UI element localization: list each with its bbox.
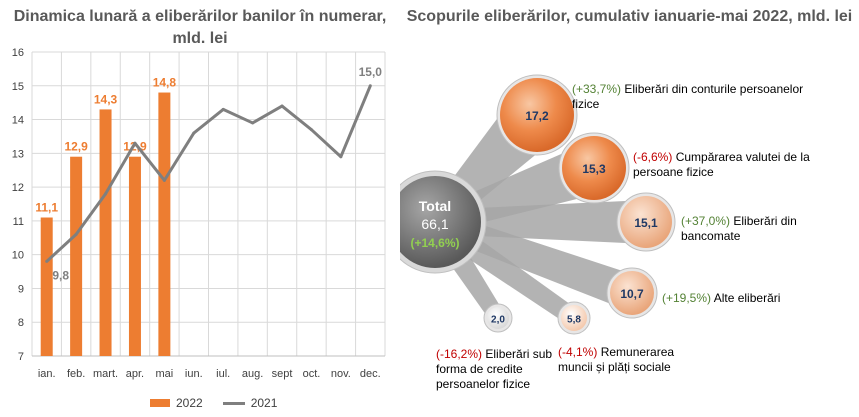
item-change-1: (-6,6%): [633, 150, 673, 164]
bar-2022: [158, 92, 171, 357]
item-label-1: (-6,6%) Cumpărarea valutei de la persoan…: [633, 150, 833, 180]
line-point-2021: [309, 128, 313, 132]
line-point-2021: [221, 107, 225, 111]
legend-swatch-2021: [222, 401, 245, 405]
purposes-chart-title: Scopurile eliberărilor, cumulativ ianuar…: [406, 8, 853, 25]
bubble-4: [561, 305, 587, 331]
x-tick-label: mart.: [93, 368, 118, 380]
monthly-chart-panel: Dinamica lunară a eliberărilor banilor î…: [0, 0, 400, 417]
bubble-value-3: 10,7: [620, 287, 644, 301]
bar-value-label: 14,8: [153, 76, 177, 90]
x-tick-label: oct.: [303, 368, 321, 380]
y-tick-label: 7: [18, 351, 24, 363]
line-value-label: 15,0: [359, 65, 383, 79]
line-point-2021: [104, 192, 108, 196]
bubble-1: [562, 136, 626, 200]
legend-swatch-2022: [150, 399, 170, 407]
bubble-5: [487, 307, 509, 329]
monthly-chart-svg: 7 8 9 10 11 12 13 14 15 16 ian. feb. mart. apr. mai iun…: [12, 47, 386, 380]
bar-2022: [128, 156, 141, 356]
legend: 2022 2021: [150, 396, 277, 410]
x-tick-label: feb.: [67, 368, 85, 380]
item-name-3: Alte eliberări: [713, 291, 781, 305]
bubble-value-4: 5,8: [567, 314, 581, 325]
item-label-3: (+19,5%) Alte eliberări: [662, 291, 852, 306]
item-label-0: (+33,7%) Eliberări din conturile persoan…: [572, 82, 812, 112]
line-point-2021: [133, 141, 137, 145]
x-tick-label: ian.: [38, 368, 56, 380]
x-tick-label: sept: [272, 368, 293, 380]
bar-2022: [70, 156, 83, 356]
bar-value-label: 14,3: [94, 92, 118, 106]
bubble-value-1: 15,3: [582, 162, 606, 176]
bubble-value-5: 2,0: [491, 314, 505, 325]
line-point-2021: [368, 84, 372, 88]
y-tick-label: 15: [12, 81, 24, 93]
legend-label-2021: 2021: [250, 396, 278, 410]
line-point-2021: [74, 232, 78, 236]
item-change-5: (-16,2%): [436, 347, 483, 361]
item-change-3: (+19,5%): [662, 291, 712, 305]
bar-value-label: 12,9: [64, 140, 88, 154]
bubble-value-2: 15,1: [634, 216, 658, 230]
item-label-4: (-4,1%) Remunerarea muncii și plăți soci…: [558, 345, 698, 375]
y-tick-label: 16: [12, 47, 24, 59]
item-name-4: Remunerarea muncii și plăți sociale: [558, 345, 675, 374]
line-point-2021: [162, 178, 166, 182]
total-bubble: [400, 176, 481, 268]
line-value-label: 9,8: [52, 268, 69, 282]
total-value: 66,1: [421, 216, 448, 232]
bubble-2: [620, 196, 672, 248]
y-tick-label: 12: [12, 182, 24, 194]
item-name-2: Eliberări din bancomate: [681, 214, 797, 243]
legend-label-2022: 2022: [176, 396, 203, 410]
y-tick-label: 14: [12, 115, 24, 127]
total-change: (+14,6%): [410, 236, 459, 250]
bubble-3: [610, 271, 654, 315]
x-tick-label: mai: [156, 368, 174, 380]
x-tick-label: iun.: [185, 368, 203, 380]
item-name-1: Cumpărarea valutei de la persoane fizice: [633, 150, 810, 179]
line-2021: [45, 85, 372, 263]
total-label: Total: [419, 198, 451, 214]
bar-2022: [99, 109, 112, 356]
purposes-chart-svg: 17,2 15,3 15,1 10,7 5,8 2,0 Total 66,1 (+14,6%): [400, 74, 676, 335]
item-name-5: Eliberări sub forma de credite persoanel…: [436, 347, 553, 391]
item-label-2: (+37,0%) Eliberări din bancomate: [681, 214, 859, 244]
y-tick-label: 9: [18, 283, 24, 295]
y-tick-label: 13: [12, 148, 24, 160]
x-tick-label: nov.: [331, 368, 351, 380]
y-tick-label: 11: [13, 216, 24, 228]
item-change-4: (-4,1%): [558, 345, 598, 359]
item-label-5: (-16,2%) Eliberări sub forma de credite …: [436, 347, 558, 392]
bar-value-label: 11,1: [35, 201, 58, 215]
monthly-chart-title: Dinamica lunară a eliberărilor banilor î…: [13, 8, 387, 47]
x-tick-label: aug.: [242, 368, 263, 380]
x-tick-label: apr.: [126, 368, 144, 380]
purposes-chart-panel: Scopurile eliberărilor, cumulativ ianuar…: [400, 0, 859, 417]
item-name-0: Eliberări din conturile persoanelor fizi…: [572, 82, 804, 111]
item-change-2: (+37,0%): [681, 214, 731, 228]
bar-2022: [40, 217, 53, 356]
line-point-2021: [280, 104, 284, 108]
line-point-2021: [192, 131, 196, 135]
x-tick-label: iul.: [216, 368, 230, 380]
bubble-0: [500, 78, 574, 152]
x-tick-label: dec.: [360, 368, 381, 380]
line-point-2021: [251, 121, 255, 125]
bubble-value-0: 17,2: [525, 109, 549, 123]
line-point-2021: [339, 155, 343, 159]
y-tick-label: 10: [12, 250, 24, 262]
item-change-0: (+33,7%): [572, 82, 622, 96]
line-point-2021: [45, 259, 49, 263]
y-tick-label: 8: [18, 317, 24, 329]
